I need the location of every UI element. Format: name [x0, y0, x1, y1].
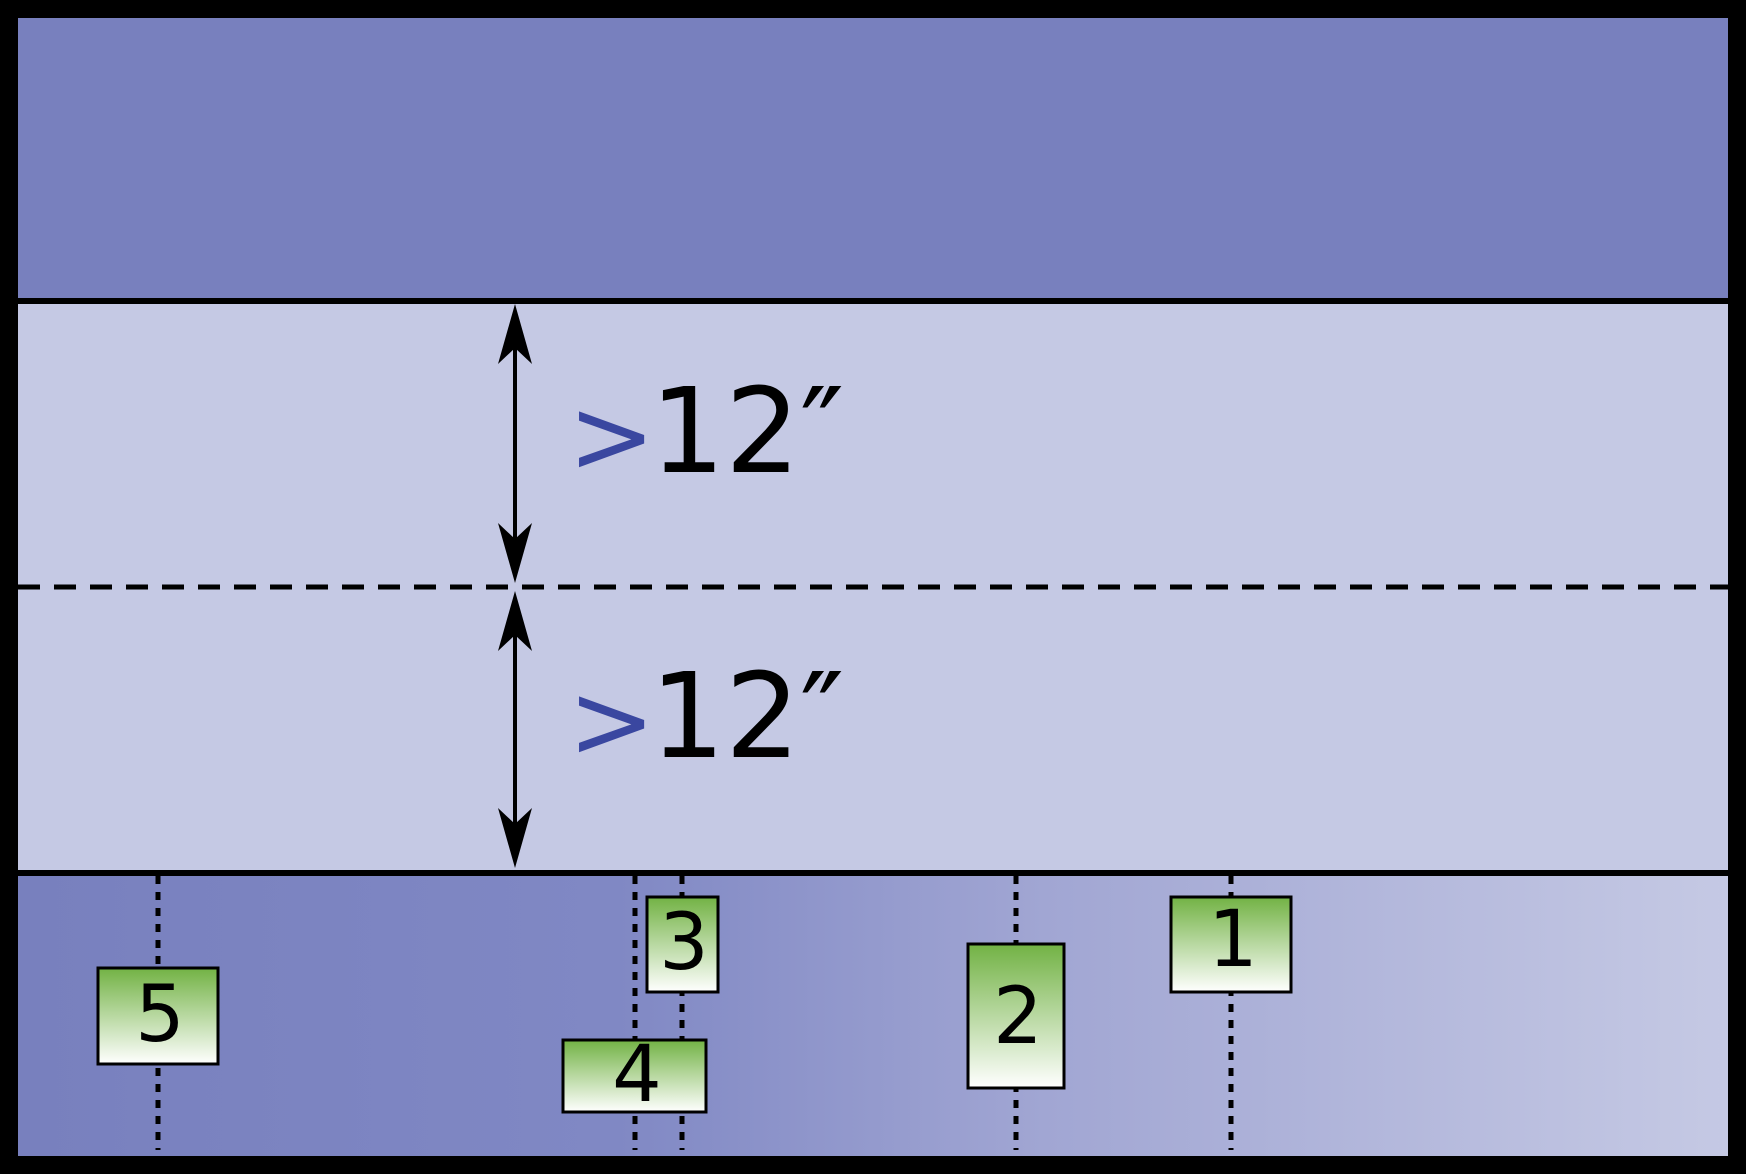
upper-gt-symbol: > — [568, 375, 655, 497]
upper-measurement-label: > 12″ — [568, 362, 844, 500]
upper-measurement-value: 12″ — [650, 362, 844, 500]
marker-3: 3 — [645, 895, 720, 994]
lower-dimension-arrow — [498, 591, 532, 868]
marker-4: 4 — [561, 1030, 708, 1120]
marker-5-label: 5 — [135, 970, 185, 1060]
lower-boundary-line — [18, 870, 1728, 876]
upper-dimension-arrow — [498, 304, 532, 583]
bottom-band — [18, 876, 1728, 1156]
marker-4-label: 4 — [612, 1030, 662, 1120]
upper-boundary-line — [18, 298, 1728, 304]
lower-measurement-value: 12″ — [650, 647, 844, 785]
marker-1: 1 — [1169, 895, 1293, 994]
marker-5: 5 — [96, 966, 220, 1066]
marker-3-label: 3 — [659, 898, 709, 988]
lower-gt-symbol: > — [568, 660, 655, 782]
marker-1-label: 1 — [1208, 895, 1258, 985]
marker-2-label: 2 — [993, 972, 1043, 1062]
lower-measurement-label: > 12″ — [568, 647, 844, 785]
top-band — [18, 18, 1728, 298]
marker-2: 2 — [966, 942, 1066, 1090]
